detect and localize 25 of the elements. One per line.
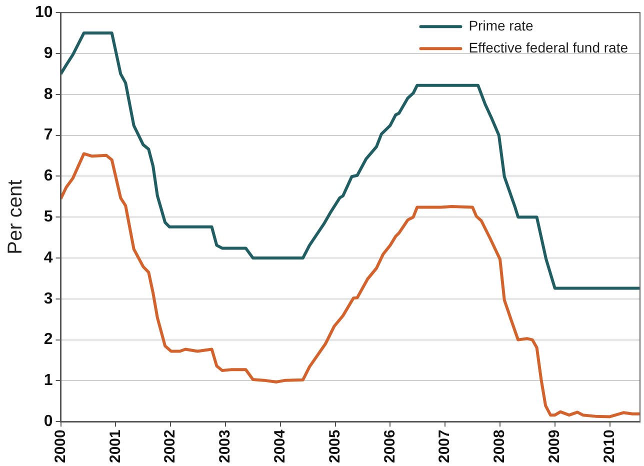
x-tick-label: 2006 <box>381 430 398 464</box>
x-tick-label: 2007 <box>436 430 454 464</box>
y-tick-label: 5 <box>44 208 53 226</box>
x-tick-label: 2004 <box>272 428 289 464</box>
y-tick-label: 3 <box>44 290 53 308</box>
y-tick-label: 0 <box>44 413 53 430</box>
x-tick-label: 2008 <box>491 430 508 464</box>
x-tick-label: 2010 <box>600 430 618 464</box>
y-tick-label: 8 <box>44 86 53 103</box>
y-axis-title: Per cent <box>4 179 27 254</box>
y-tick-label: 9 <box>44 44 53 62</box>
y-tick-label: 4 <box>44 249 53 266</box>
legend-label: Prime rate <box>468 17 534 34</box>
x-tick-label: 2001 <box>106 430 124 464</box>
y-tick-label: 6 <box>44 168 53 185</box>
x-tick-label: 2009 <box>546 430 564 464</box>
x-tick-label: 2002 <box>162 430 179 464</box>
y-tick-label: 2 <box>44 331 53 348</box>
y-tick-label: 1 <box>44 372 53 390</box>
x-tick-label: 2000 <box>52 430 69 464</box>
legend-label: Effective federal fund rate <box>468 39 628 56</box>
x-tick-label: 2005 <box>326 430 344 464</box>
y-tick-label: 7 <box>44 126 53 144</box>
x-tick-label: 2003 <box>216 430 234 464</box>
y-tick-label: 10 <box>35 4 53 22</box>
